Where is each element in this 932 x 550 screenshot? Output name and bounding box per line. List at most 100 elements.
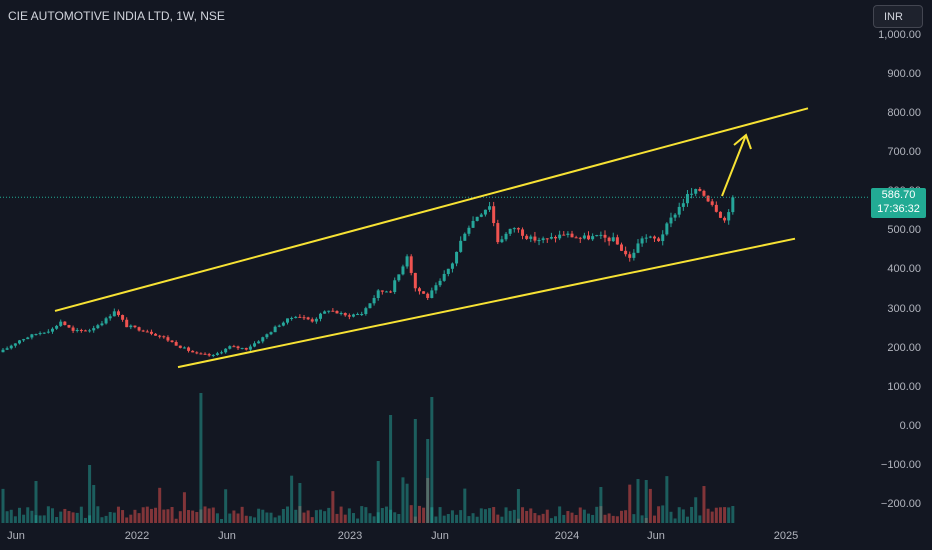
- time-axis-tick: Jun: [647, 530, 665, 542]
- candle-body: [162, 336, 166, 338]
- candle-body: [327, 310, 331, 312]
- candle-body: [554, 236, 558, 239]
- currency-button[interactable]: INR: [873, 5, 923, 28]
- volume-bar: [331, 491, 335, 523]
- candle-body: [607, 237, 611, 242]
- candle-body: [504, 233, 508, 240]
- candle-body: [619, 244, 623, 251]
- channel-upper-line[interactable]: [54, 107, 809, 312]
- candle-body: [133, 325, 137, 328]
- volume-bar: [318, 509, 322, 523]
- candle-body: [426, 293, 430, 298]
- volume-bar: [372, 516, 376, 523]
- candle-body: [154, 333, 158, 336]
- volume-bar: [628, 484, 632, 523]
- volume-bar: [112, 512, 116, 523]
- volume-bar: [640, 515, 644, 523]
- candle-body: [624, 250, 628, 255]
- candle-body: [702, 190, 706, 196]
- projection-arrow-head: [733, 133, 752, 150]
- candle-body: [331, 310, 335, 312]
- candle-body: [471, 220, 475, 228]
- volume-bar: [232, 510, 236, 523]
- candle-body: [599, 234, 603, 236]
- volume-bar: [244, 515, 248, 523]
- candle-body: [232, 346, 236, 348]
- candle-body: [372, 297, 376, 304]
- price-axis-tick: 100.00: [887, 380, 921, 393]
- candle-body: [257, 341, 261, 344]
- candle-body: [88, 330, 92, 332]
- projection-arrow[interactable]: [721, 134, 747, 197]
- volume-bar: [257, 508, 261, 523]
- volume-bar: [302, 512, 306, 523]
- candle-body: [129, 325, 133, 328]
- candle-body: [13, 343, 17, 346]
- volume-bar: [558, 506, 562, 523]
- volume-bar: [108, 511, 112, 523]
- candle-body: [240, 347, 244, 349]
- candle-body: [273, 326, 277, 333]
- candle-body: [727, 212, 731, 221]
- candle-body: [248, 346, 252, 350]
- volume-bar: [269, 512, 273, 523]
- candle-body: [669, 217, 673, 224]
- volume-bar: [9, 509, 13, 523]
- candle-body: [393, 280, 397, 293]
- volume-bar: [380, 508, 384, 523]
- candle-body: [145, 331, 149, 333]
- volume-bar: [224, 489, 228, 523]
- candle-body: [368, 303, 372, 309]
- candle-body: [549, 236, 553, 239]
- candle-body: [59, 321, 63, 326]
- volume-bar: [471, 513, 475, 523]
- volume-bar: [191, 510, 195, 523]
- volume-bar: [673, 518, 677, 523]
- volume-bar: [479, 508, 483, 523]
- candle-body: [512, 228, 516, 230]
- channel-lower-line[interactable]: [177, 237, 796, 369]
- candle-body: [562, 234, 566, 236]
- volume-bar: [261, 509, 265, 523]
- candle-body: [438, 280, 442, 286]
- candle-body: [570, 233, 574, 238]
- candle-body: [5, 348, 9, 350]
- volume-bar: [512, 509, 516, 523]
- volume-bar: [619, 510, 623, 523]
- volume-bar: [154, 507, 158, 523]
- volume-bar: [133, 509, 137, 523]
- candle-body: [42, 332, 46, 334]
- volume-bar: [199, 393, 203, 523]
- volume-bar: [17, 507, 21, 523]
- candle-body: [281, 322, 285, 326]
- candle-body: [158, 335, 162, 337]
- candle-body: [516, 228, 520, 230]
- candle-body: [446, 268, 450, 274]
- price-axis-tick: 500.00: [887, 224, 921, 237]
- volume-bar: [13, 516, 17, 523]
- volume-bar: [644, 480, 648, 523]
- volume-bar: [248, 516, 252, 523]
- candle-body: [694, 188, 698, 194]
- volume-bar: [661, 505, 665, 523]
- volume-bar: [178, 511, 182, 523]
- candle-body: [191, 350, 195, 353]
- volume-bar: [79, 506, 83, 523]
- volume-bar: [702, 486, 706, 523]
- volume-bar: [591, 514, 595, 523]
- volume-bar: [446, 514, 450, 523]
- volume-bar: [389, 415, 393, 523]
- volume-bar: [615, 516, 619, 523]
- price-axis-tick: −100.00: [880, 459, 921, 472]
- volume-bar: [314, 510, 318, 523]
- candle-body: [698, 188, 702, 191]
- candle-body: [665, 223, 669, 235]
- volume-bars: [1, 393, 735, 523]
- candle-body: [298, 316, 302, 318]
- candle-body: [34, 334, 38, 336]
- volume-bar: [5, 511, 9, 523]
- candle-body: [731, 197, 735, 213]
- volume-bar: [50, 508, 54, 523]
- volume-bar: [413, 419, 417, 523]
